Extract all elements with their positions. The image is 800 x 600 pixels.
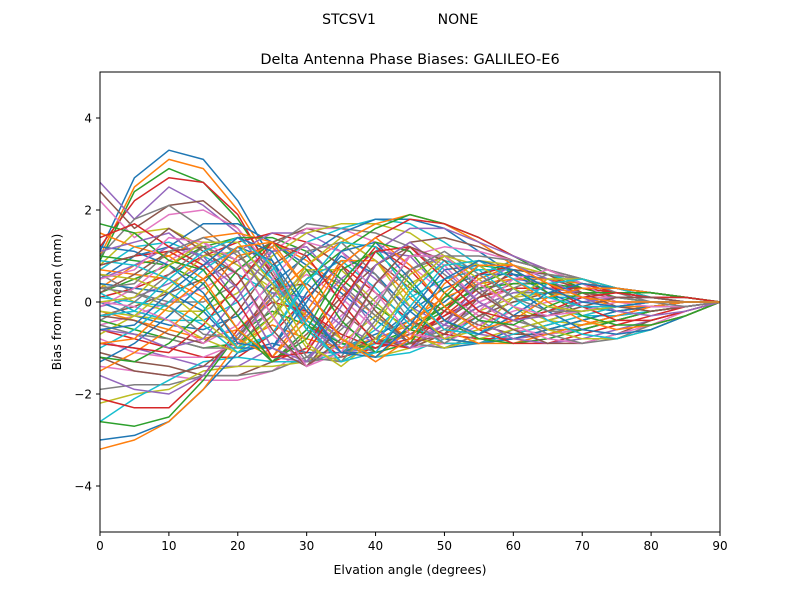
x-tick-label: 20 — [230, 539, 245, 553]
x-tick-label: 40 — [368, 539, 383, 553]
chart-title: Delta Antenna Phase Biases: GALILEO-E6 — [260, 52, 559, 68]
y-tick-label: −2 — [74, 388, 92, 402]
y-tick-label: −4 — [74, 480, 92, 494]
x-tick-label: 10 — [161, 539, 176, 553]
series-line-52 — [99, 246, 721, 372]
y-axis: −4 −2 0 2 4 — [74, 112, 100, 494]
x-tick-label: 50 — [437, 539, 452, 553]
series-line-51 — [99, 246, 721, 363]
x-tick-label: 70 — [575, 539, 590, 553]
y-tick-label: 2 — [84, 204, 92, 218]
x-axis: 0 10 20 30 40 50 60 70 80 90 — [96, 532, 728, 553]
x-tick-label: 60 — [506, 539, 521, 553]
suptitle-left: STCSV1 — [322, 12, 376, 28]
series-line-55 — [99, 246, 721, 349]
series-line-71 — [99, 236, 720, 358]
y-axis-label: Bias from mean (mm) — [49, 234, 64, 371]
y-tick-label: 4 — [84, 112, 92, 126]
suptitle-right: NONE — [438, 12, 479, 28]
x-tick-label: 0 — [96, 539, 104, 553]
x-tick-label: 30 — [299, 539, 314, 553]
series-line-72 — [99, 241, 720, 363]
y-tick-label: 0 — [84, 296, 92, 310]
series-layer — [99, 149, 721, 450]
x-tick-label: 80 — [643, 539, 658, 553]
x-axis-label: Elvation angle (degrees) — [333, 562, 486, 577]
x-tick-label: 90 — [712, 539, 727, 553]
